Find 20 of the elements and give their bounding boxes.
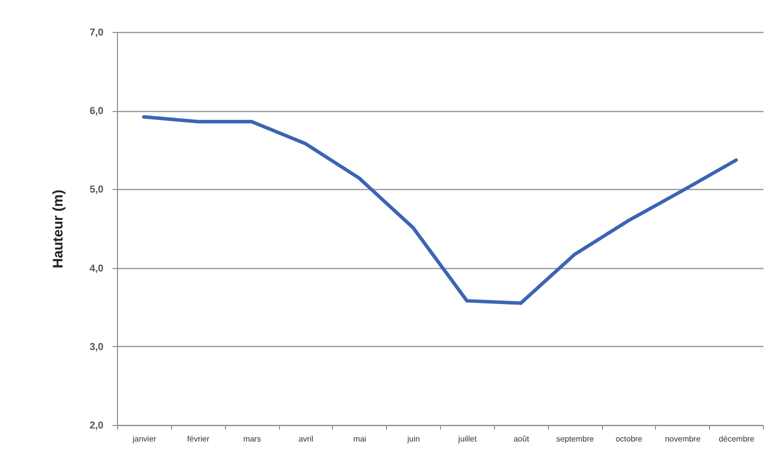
y-tick-label: 4,0 [90,263,104,274]
y-tick-label: 5,0 [90,184,104,196]
y-tick-label: 6,0 [90,106,104,118]
x-tick-label: décembre [718,434,755,444]
x-tick-label: septembre [556,434,595,444]
y-tick-label: 7,0 [90,28,104,38]
y-axis-title: Hauteur (m) [50,190,66,268]
x-tick-label: mai [353,434,366,444]
y-tick-label: 2,0 [90,420,104,432]
x-tick-label: août [513,434,530,444]
line-series [142,115,738,305]
x-tick-label: avril [298,434,314,444]
x-tick-label: octobre [616,434,643,444]
x-tick-label: novembre [664,434,702,444]
y-tick-label: 3,0 [90,342,104,353]
x-tick-label: février [187,434,210,444]
x-tick-label: juillet [457,434,478,444]
x-tick-label: janvier [132,434,157,444]
x-tick-label: mars [243,434,261,444]
x-tick-label: juin [406,434,420,444]
